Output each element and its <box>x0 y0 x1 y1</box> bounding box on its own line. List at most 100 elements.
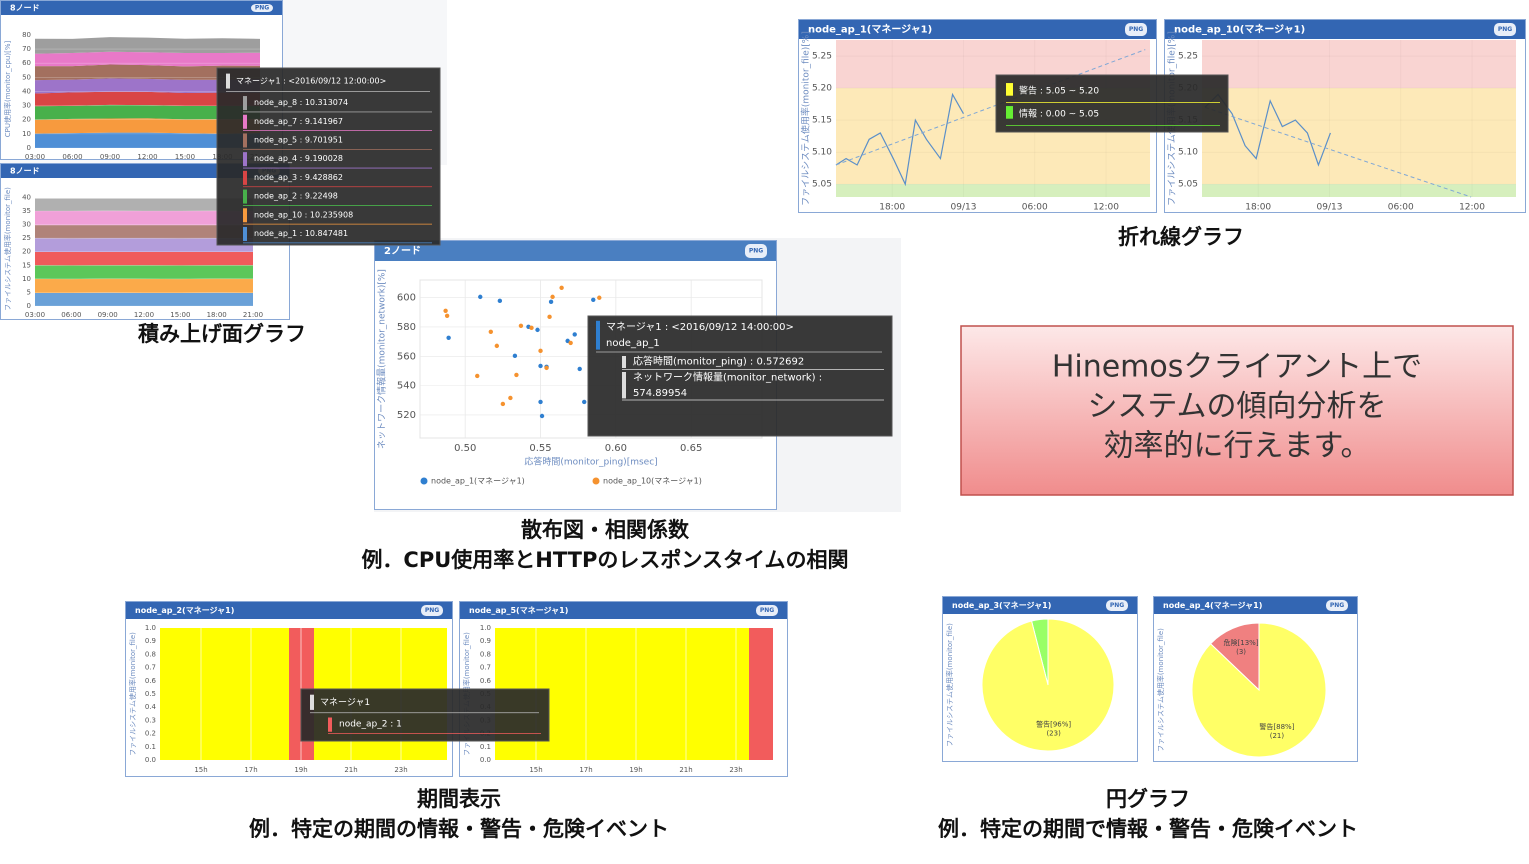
caption: 積み上げ面グラフ <box>138 322 306 346</box>
tooltip-item: node_ap_1 : 10.847481 <box>254 229 348 238</box>
png-button-label: PNG <box>760 607 774 614</box>
scatter-point <box>538 348 543 354</box>
x-tick-label: 09/13 <box>1317 203 1343 213</box>
png-button <box>1326 600 1348 611</box>
y-axis-label: ネットワーク情報量(monitor_network)[%] <box>376 269 388 449</box>
y-tick-label: 5.05 <box>1178 180 1198 190</box>
area-series <box>35 198 253 211</box>
tooltip-item-marker <box>622 356 626 368</box>
y-tick-label: 40 <box>22 87 31 95</box>
panel-title: node_ap_10(マネージャ1) <box>1174 24 1305 36</box>
x-tick-label: 0.60 <box>605 443 627 454</box>
area-series <box>35 210 253 226</box>
png-button-label: PNG <box>749 248 763 255</box>
line-series <box>835 92 964 187</box>
x-tick-label: 18:00 <box>879 203 905 213</box>
y-axis-label: ファイルシステム使用率(monitor_file) <box>3 187 12 311</box>
scatter-point <box>500 401 506 407</box>
y-tick-label: 20 <box>22 248 31 256</box>
scatter-point <box>544 365 549 371</box>
scatter-point <box>446 335 451 341</box>
png-button-label: PNG <box>1129 26 1143 33</box>
png-button-label: PNG <box>255 5 269 12</box>
x-tick-label: 09:00 <box>100 153 120 161</box>
message-box <box>960 325 1514 496</box>
area-series <box>35 104 260 120</box>
panel-title: 2ノード <box>384 245 421 257</box>
scatter-point <box>548 299 554 305</box>
y-tick-label: 35 <box>22 207 31 215</box>
scatter-point <box>497 298 503 304</box>
legend-label: node_ap_1(マネージャ1) <box>431 477 525 486</box>
panel-title: node_ap_3(マネージャ1) <box>952 600 1051 610</box>
tooltip-item: 警告 : 5.05 ~ 5.20 <box>1019 85 1099 97</box>
y-tick-label: 0 <box>27 302 31 310</box>
caption: 例．CPU使用率とHTTPのレスポンスタイムの相関 <box>361 548 848 572</box>
y-tick-label: 0 <box>27 144 31 152</box>
y-tick-label: 0.4 <box>145 703 157 711</box>
x-tick-label: 12:00 <box>137 153 157 161</box>
threshold-band <box>836 184 1150 197</box>
y-tick-label: 0.8 <box>480 650 491 658</box>
panel-title: node_ap_1(マネージャ1) <box>808 24 932 36</box>
scatter-point <box>538 399 543 405</box>
area-series <box>35 278 253 293</box>
area-series <box>35 64 260 81</box>
pie-slice <box>1191 622 1327 758</box>
tooltip-item: 情報 : 0.00 ~ 5.05 <box>1019 108 1099 120</box>
scatter-point <box>512 353 518 359</box>
message-line: システムの傾向分析を <box>1087 389 1386 424</box>
area-series <box>35 118 260 134</box>
y-tick-label: 540 <box>397 381 416 392</box>
area-series <box>35 132 260 148</box>
x-tick-label: 23h <box>394 766 407 774</box>
caption: 円グラフ <box>1106 787 1190 811</box>
panel-title: node_ap_4(マネージャ1) <box>1163 600 1262 610</box>
y-tick-label: 5.25 <box>812 52 832 62</box>
caption: 例．特定の期間の情報・警告・危険イベント <box>249 817 669 841</box>
legend-label: node_ap_10(マネージャ1) <box>603 477 702 486</box>
y-tick-label: 25 <box>22 234 31 242</box>
tooltip-item: node_ap_8 : 10.313074 <box>254 98 348 107</box>
tooltip-item-marker <box>1006 106 1013 119</box>
x-tick-label: 0.50 <box>454 443 476 454</box>
panel-header <box>126 602 452 619</box>
panel-header <box>375 241 776 261</box>
x-tick-label: 12:00 <box>134 311 154 319</box>
tooltip-item: node_ap_2 : 1 <box>339 720 402 730</box>
x-axis-label: 応答時間(monitor_ping)[msec] <box>524 456 657 468</box>
panel-header <box>799 20 1156 39</box>
y-tick-label: 0.0 <box>480 756 491 764</box>
scatter-point <box>597 295 602 300</box>
line-series <box>835 49 1146 166</box>
tooltip-item-marker <box>243 152 247 167</box>
y-tick-label: 580 <box>397 322 416 333</box>
scatter-point <box>591 297 596 303</box>
tooltip-item-marker <box>243 226 247 241</box>
x-tick-label: 0.55 <box>529 443 551 454</box>
tooltip-item: 応答時間(monitor_ping) : 0.572692 <box>633 355 804 368</box>
y-tick-label: 30 <box>22 102 31 110</box>
tooltip-item: 574.89954 <box>633 388 687 399</box>
area-series <box>35 238 253 252</box>
y-tick-label: 60 <box>22 59 31 67</box>
tooltip <box>587 315 893 437</box>
x-tick-label: 21h <box>344 766 357 774</box>
caption: 期間表示 <box>417 787 501 811</box>
y-tick-label: 20 <box>22 116 31 124</box>
y-tick-label: 80 <box>22 31 31 39</box>
area-series <box>35 265 253 280</box>
png-button <box>756 605 778 616</box>
y-tick-label: 5.15 <box>812 116 832 126</box>
y-tick-label: 40 <box>22 193 31 201</box>
panel-header <box>943 597 1137 614</box>
caption: 例．特定の期間で情報・警告・危険イベント <box>938 817 1358 841</box>
pie-label: 警告[88%] <box>1259 722 1294 731</box>
pie-count: (23) <box>1046 730 1061 738</box>
legend-marker <box>592 477 600 485</box>
scatter-point <box>568 340 573 346</box>
png-button <box>1106 600 1128 611</box>
panel-title: 8ノード <box>10 4 40 13</box>
y-tick-label: 0.1 <box>145 743 156 751</box>
y-tick-label: 1.0 <box>145 624 156 632</box>
